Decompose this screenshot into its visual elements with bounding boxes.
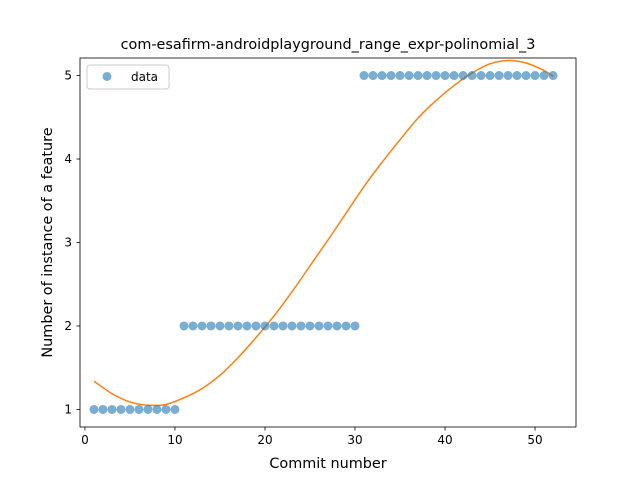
data-point [305, 321, 315, 331]
data-point [98, 404, 108, 414]
data-point [458, 71, 468, 81]
data-point [134, 404, 144, 414]
y-tick-label: 5 [64, 69, 72, 83]
y-tick-label: 2 [64, 319, 72, 333]
data-point [206, 321, 216, 331]
data-point [476, 71, 486, 81]
data-point [161, 404, 171, 414]
data-point [332, 321, 342, 331]
data-point [179, 321, 189, 331]
x-axis-label: Commit number [269, 456, 386, 472]
x-tick-label: 10 [167, 433, 182, 447]
data-point [368, 71, 378, 81]
legend-marker-data [102, 72, 112, 81]
data-point [494, 71, 504, 81]
x-axis-ticks: 0 10 20 30 40 50 [81, 427, 543, 447]
x-tick-label: 40 [437, 433, 452, 447]
legend: data [86, 64, 170, 90]
data-point [512, 71, 522, 81]
data-point [386, 71, 396, 81]
x-tick-label: 0 [81, 433, 89, 447]
data-point [350, 321, 360, 331]
data-point [143, 404, 153, 414]
data-point [521, 71, 531, 81]
legend-label-data: data [131, 70, 158, 84]
data-point [260, 321, 270, 331]
data-point [215, 321, 225, 331]
data-point [467, 71, 477, 81]
data-point [503, 71, 513, 81]
data-point [89, 404, 99, 414]
chart-title: com-esafirm-androidplayground_range_expr… [121, 37, 536, 53]
x-tick-label: 50 [527, 433, 542, 447]
data-point [188, 321, 198, 331]
legend-box [86, 64, 170, 90]
y-tick-label: 4 [64, 152, 72, 166]
data-point [485, 71, 495, 81]
y-axis-ticks: 1 2 3 4 5 [64, 69, 80, 417]
data-point [170, 404, 180, 414]
data-point [278, 321, 288, 331]
y-axis-label: Number of instance of a feature [40, 127, 56, 357]
data-point [359, 71, 369, 81]
data-point [413, 71, 423, 81]
data-points-layer [89, 71, 558, 414]
y-tick-label: 1 [64, 403, 72, 417]
data-point [530, 71, 540, 81]
y-tick-label: 3 [64, 236, 72, 250]
fit-curve-layer [93, 59, 554, 407]
data-point [233, 321, 243, 331]
x-tick-label: 20 [257, 433, 272, 447]
data-point [395, 71, 405, 81]
data-point [377, 71, 387, 81]
data-point [422, 71, 432, 81]
x-tick-label: 30 [347, 433, 362, 447]
data-point [539, 71, 549, 81]
data-point [197, 321, 207, 331]
data-point [314, 321, 324, 331]
data-point [251, 321, 261, 331]
data-point [152, 404, 162, 414]
data-point [224, 321, 234, 331]
data-point [404, 71, 414, 81]
data-point [323, 321, 333, 331]
data-point [548, 71, 558, 81]
data-point [440, 71, 450, 81]
data-point [242, 321, 252, 331]
plot-area [89, 59, 558, 414]
data-point [431, 71, 441, 81]
data-point [296, 321, 306, 331]
data-point [449, 71, 459, 81]
data-point [125, 404, 135, 414]
data-point [107, 404, 117, 414]
data-point [287, 321, 297, 331]
data-point [269, 321, 279, 331]
fit-curve [93, 59, 554, 407]
data-point [341, 321, 351, 331]
data-point [116, 404, 126, 414]
